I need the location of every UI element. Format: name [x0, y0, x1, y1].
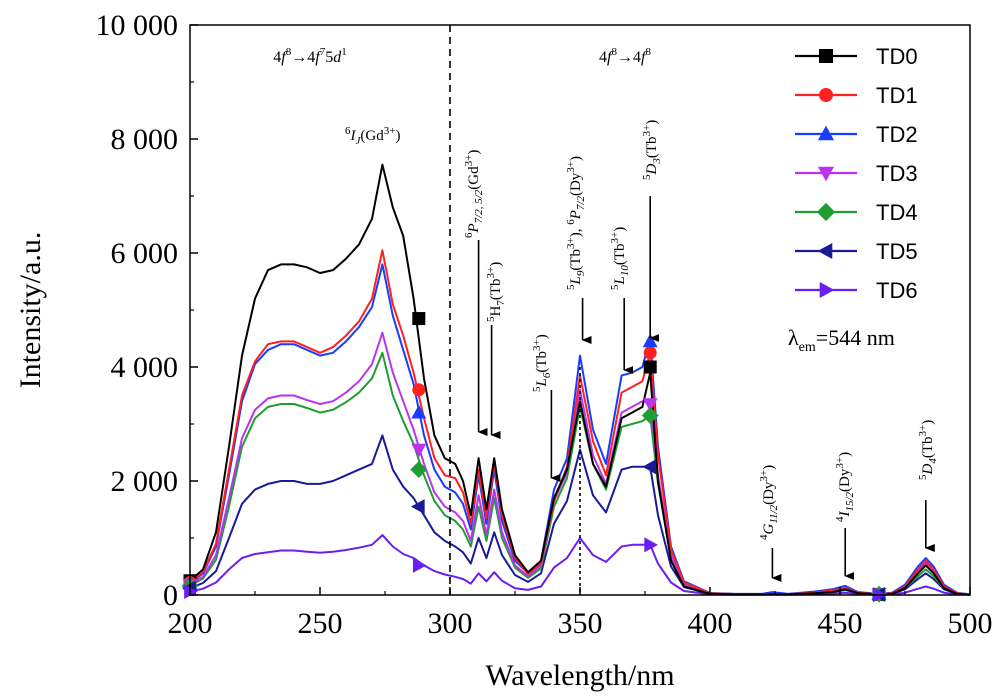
legend-label-td2: TD2 — [876, 122, 918, 147]
series-lines — [189, 163, 971, 596]
x-axis-ticks: 200 250 300 350 400 450 500 — [168, 587, 993, 640]
annotation-5d4-tb: 5D4(Tb3+) — [917, 420, 939, 480]
y-tick-label: 2 000 — [111, 465, 179, 498]
legend-marker-td2 — [817, 125, 835, 141]
annotation-5h7-tb: 5H7(Tb3+) — [485, 262, 507, 322]
legend-label-td3: TD3 — [876, 161, 918, 186]
annotation-6ij-gd: 6IJ(Gd3+) — [345, 125, 400, 147]
marker-td4 — [410, 461, 428, 479]
x-tick-label: 250 — [298, 607, 343, 640]
marker-td4 — [641, 407, 659, 424]
legend-label-td6: TD6 — [876, 278, 918, 303]
annotation-6p-gd: 6P7/2, 5/2(Gd3+) — [463, 150, 485, 238]
region-label-right: 4f8→4f8 — [599, 46, 651, 66]
series-line-td0 — [189, 163, 971, 596]
legend: TD0 TD1 TD2 TD3 TD4 TD5 TD6 — [795, 44, 918, 303]
x-tick-label: 500 — [948, 607, 993, 640]
y-tick-label: 0 — [163, 579, 178, 612]
y-axis-ticks: 0 2 000 4 000 6 000 8 000 10 000 — [96, 9, 198, 612]
marker-td6 — [412, 557, 427, 573]
legend-label-td4: TD4 — [876, 200, 918, 225]
legend-marker-td5 — [817, 242, 833, 260]
marker-td5 — [642, 459, 657, 475]
legend-marker-td3 — [817, 166, 835, 182]
legend-label-td5: TD5 — [876, 239, 918, 264]
legend-marker-td0 — [819, 49, 833, 63]
legend-label-td1: TD1 — [876, 83, 918, 108]
y-axis-label: Intensity/a.u. — [14, 232, 47, 389]
y-tick-label: 8 000 — [111, 123, 179, 156]
marker-td0 — [412, 312, 426, 326]
y-tick-label: 6 000 — [111, 237, 179, 270]
x-tick-label: 350 — [558, 607, 603, 640]
series-line-td1 — [189, 249, 971, 596]
legend-label-td0: TD0 — [876, 44, 918, 69]
transition-annotations: 6IJ(Gd3+) 6P7/2, 5/2(Gd3+) 5H7(Tb3+) 5L6(Tb… — [345, 120, 939, 582]
legend-marker-td1 — [819, 88, 833, 102]
annotation-5d3-tb: 5D3(Tb3+) — [641, 120, 663, 180]
marker-td3 — [411, 443, 427, 458]
x-tick-label: 300 — [428, 607, 473, 640]
annotation-5l9-6p-tb-dy: 5L9(Tb3+), 6P7/2(Dy3+) — [565, 156, 587, 290]
marker-td1 — [643, 346, 657, 360]
y-tick-label: 10 000 — [96, 9, 179, 42]
annotation-5l6-tb: 5L6(Tb3+) — [531, 334, 553, 392]
x-axis-label: Wavelength/nm — [485, 659, 674, 692]
legend-marker-td4 — [816, 202, 836, 222]
region-label-left: 4f8→4f75d1 — [273, 46, 346, 66]
lambda-em-label: λem=544 nm — [788, 325, 895, 355]
annotation-5l10-tb: 5L10(Tb3+) — [609, 227, 631, 290]
annotation-4g-dy: 4G11/2(Dy3+) — [758, 465, 780, 540]
marker-td6 — [184, 584, 198, 600]
marker-td0 — [643, 360, 657, 374]
marker-td3 — [642, 398, 658, 412]
legend-marker-td6 — [819, 281, 835, 299]
marker-td6 — [644, 537, 658, 553]
x-tick-label: 450 — [818, 607, 863, 640]
x-tick-label: 400 — [688, 607, 733, 640]
x-tick-label: 200 — [168, 607, 213, 640]
series-line-td6 — [189, 534, 971, 596]
dashed-reference-lines — [449, 25, 581, 595]
marker-td1 — [412, 383, 426, 397]
annotation-4i-dy: 4I15/2(Dy3+) — [834, 452, 856, 522]
marker-td5 — [411, 499, 425, 515]
marker-td2 — [411, 404, 427, 419]
y-tick-label: 4 000 — [111, 351, 179, 384]
